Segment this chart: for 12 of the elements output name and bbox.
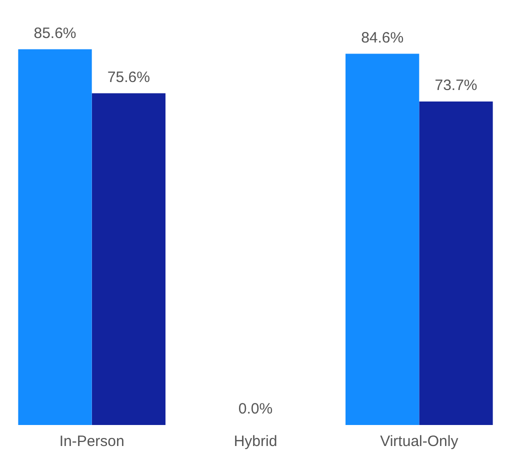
data-label: 85.6%: [34, 24, 76, 42]
bar: [419, 102, 493, 425]
bar: [92, 93, 166, 425]
data-label: 0.0%: [238, 400, 273, 418]
bar: [346, 54, 420, 425]
x-tick-label: In-Person: [59, 433, 124, 450]
data-label: 84.6%: [361, 29, 404, 46]
x-tick-label: Virtual-Only: [380, 433, 459, 450]
x-tick-label: Hybrid: [234, 433, 278, 450]
data-label: 73.7%: [434, 77, 478, 94]
data-label: 75.6%: [107, 68, 150, 86]
bar: [18, 49, 92, 425]
